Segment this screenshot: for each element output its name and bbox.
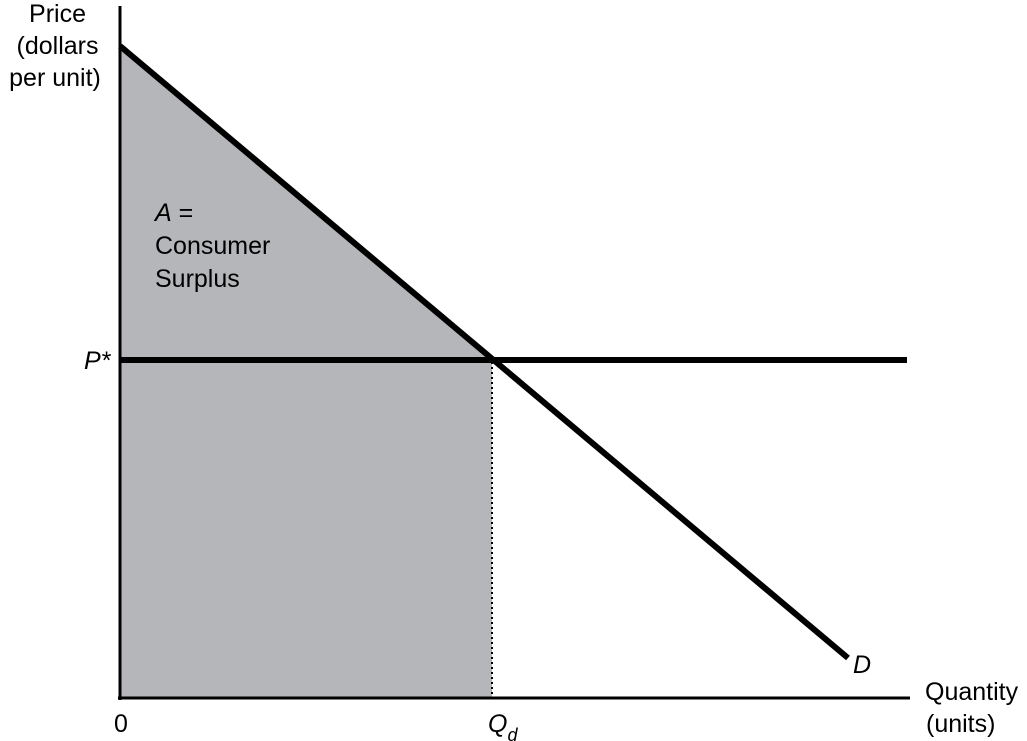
- demand-label: D: [853, 651, 871, 679]
- expenditure-area: [120, 360, 492, 698]
- consumer-surplus-label: A = Consumer Surplus: [153, 199, 277, 293]
- demand-curve: [118, 43, 850, 661]
- origin-label: 0: [114, 710, 128, 738]
- price-label: P*: [84, 347, 112, 375]
- x-axis-label: Quantity (units): [925, 678, 1025, 738]
- quantity-demanded-label: Qd: [488, 710, 518, 741]
- y-axis-label: Price (dollars per unit): [9, 0, 105, 92]
